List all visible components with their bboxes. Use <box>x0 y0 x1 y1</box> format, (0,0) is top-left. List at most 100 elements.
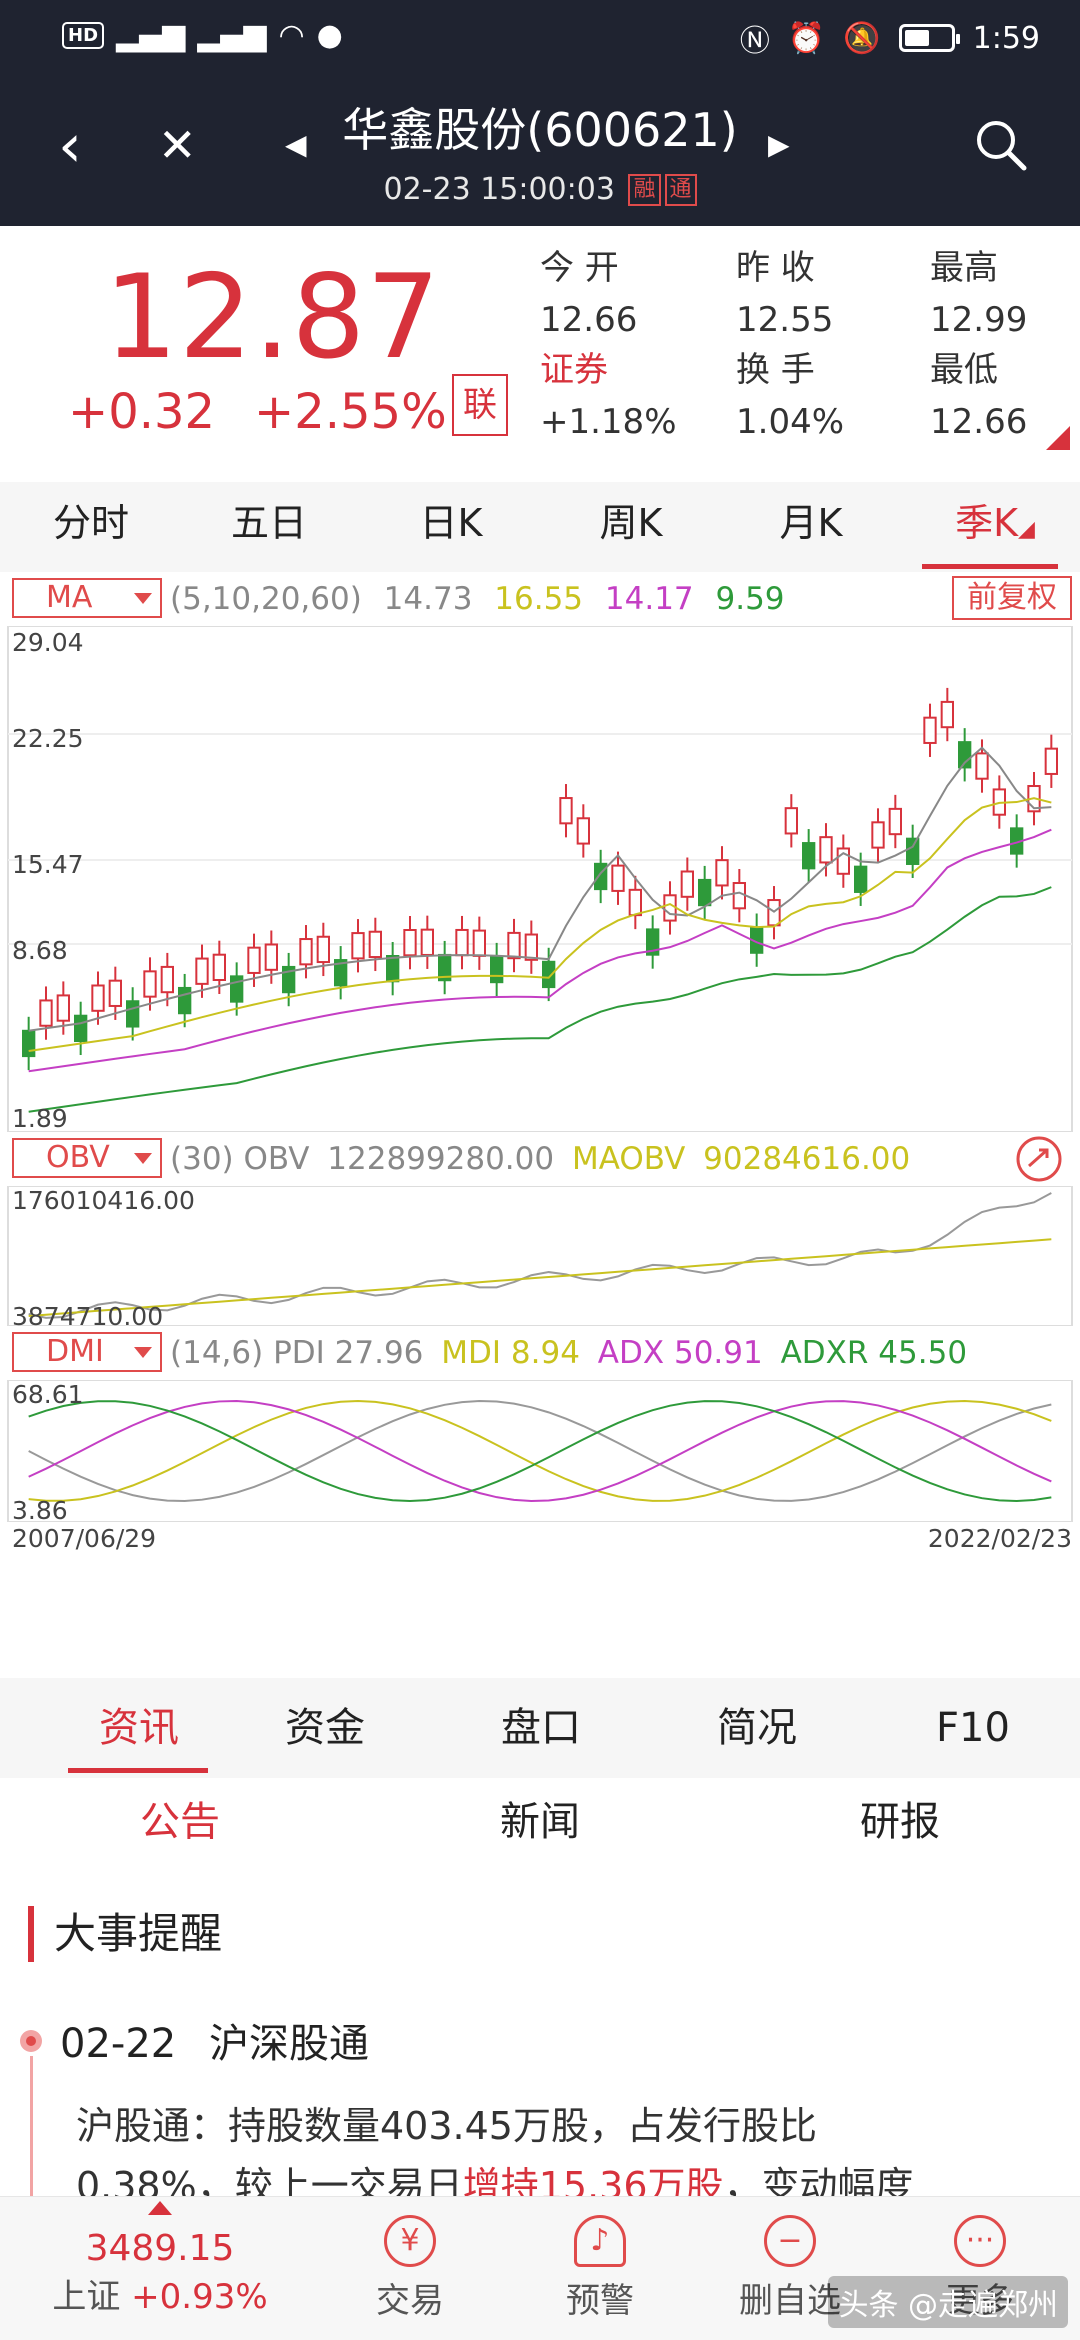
candle-body <box>836 847 851 875</box>
candle-body <box>126 1000 140 1028</box>
remove-watchlist-button[interactable]: − 删自选 <box>690 2215 890 2322</box>
candle-body <box>334 959 348 987</box>
connect-tag: 通 <box>664 174 697 206</box>
wifi-icon: ◠ <box>278 18 305 53</box>
sector-label[interactable]: 证券 <box>540 350 608 390</box>
candle-body <box>854 865 868 893</box>
event-title: 沪深股通 <box>208 2021 369 2067</box>
sector-value: +1.18% <box>540 402 677 442</box>
candle-body <box>784 807 799 835</box>
chart-frame <box>7 1380 1073 1522</box>
timeline-line <box>30 2056 33 2196</box>
tab-f10[interactable]: F10 <box>936 1705 1010 1751</box>
tab-news-info[interactable]: 资讯 <box>99 1705 179 1751</box>
ma10-value: 16.55 <box>494 581 584 617</box>
candle-body <box>22 1029 36 1058</box>
alarm-icon: ⏰ <box>787 20 826 56</box>
ma5-value: 14.73 <box>383 581 473 617</box>
dmi-selector[interactable]: DMI <box>12 1332 162 1372</box>
status-bar: HD ▂▄▆ ▂▄▆ ◠ ● Ⓝ ⏰ 🔕 1:59 <box>0 0 1080 76</box>
remove-watchlist-label: 删自选 <box>739 2281 841 2321</box>
ma-line-2 <box>28 828 1052 1073</box>
minus-icon: − <box>764 2215 816 2267</box>
candle-body <box>646 928 660 956</box>
candle-body <box>715 859 729 887</box>
tab-daily-k[interactable]: 日K <box>419 501 483 545</box>
maobv-value: 90284616.00 <box>703 1141 911 1177</box>
dmi-params: (14,6) <box>170 1335 264 1371</box>
close-icon[interactable]: ✕ <box>158 118 197 172</box>
period-tabs: 分时 五日 日K 周K 月K 季K◢ <box>0 482 1080 572</box>
stock-title: 华鑫股份(600621) <box>342 103 738 157</box>
index-quote[interactable]: 3489.15 上证 +0.93% <box>40 2217 280 2321</box>
obv-selector-label: OBV <box>46 1140 110 1175</box>
candle-body <box>74 1014 88 1043</box>
tab-quarterly-k[interactable]: 季K◢ <box>920 500 1070 553</box>
candle-body <box>264 943 278 971</box>
kline-axis-2: 15.47 <box>12 850 84 879</box>
status-time: 1:59 <box>972 20 1040 56</box>
event-header[interactable]: 02-22 沪深股通 <box>60 2018 369 2070</box>
candle-body <box>351 932 365 960</box>
info-sub-tabs: 公告 新闻 研报 <box>0 1778 1080 1878</box>
candle-body <box>282 965 296 994</box>
prev-stock-icon[interactable]: ◀ <box>285 128 307 161</box>
ma-selector[interactable]: MA <box>12 578 162 618</box>
last-price: 12.87 <box>104 250 442 385</box>
tab-news[interactable]: 新闻 <box>500 1799 580 1845</box>
candle-body <box>732 882 747 910</box>
tab-profile[interactable]: 简况 <box>717 1705 797 1751</box>
dmi-values: (14,6) PDI 27.96 MDI 8.94 ADX 50.91 ADXR… <box>170 1330 967 1376</box>
tab-research[interactable]: 研报 <box>860 1799 940 1845</box>
dmi-line-1 <box>28 1400 1052 1502</box>
candle-body <box>178 986 192 1015</box>
tab-announcements[interactable]: 公告 <box>140 1799 220 1845</box>
next-stock-icon[interactable]: ▶ <box>768 128 790 161</box>
app-notification-icon: ● <box>316 18 343 53</box>
obv-row: OBV (30) OBV 122899280.00 MAOBV 90284616… <box>0 1136 1080 1182</box>
prev-close-value: 12.55 <box>736 300 834 340</box>
expand-corner-icon[interactable] <box>1046 426 1070 450</box>
obv-chart[interactable] <box>0 1186 1080 1326</box>
candle-body <box>524 933 539 961</box>
candle-body <box>403 929 417 957</box>
status-icons-right: Ⓝ ⏰ 🔕 1:59 <box>740 16 1040 60</box>
bell-icon: ♪ <box>574 2215 626 2267</box>
dropdown-caret-icon <box>134 1347 152 1358</box>
caret-icon: ◢ <box>1018 517 1035 542</box>
obv-value: 122899280.00 <box>327 1141 555 1177</box>
obv-selector[interactable]: OBV <box>12 1138 162 1178</box>
tab-capital[interactable]: 资金 <box>285 1705 365 1751</box>
candle-body <box>212 953 227 981</box>
quote-panel: 12.87 +0.32 +2.55% 联 今 开 12.66 证券 +1.18%… <box>0 226 1080 472</box>
dmi-line-0 <box>28 1400 1052 1502</box>
dmi-line-3 <box>28 1400 1052 1503</box>
tab-intraday[interactable]: 分时 <box>52 501 129 545</box>
rotate-screen-icon[interactable] <box>1014 1134 1064 1184</box>
more-button[interactable]: ··· 更多 <box>880 2215 1080 2322</box>
dmi-chart[interactable] <box>0 1380 1080 1522</box>
candle-body <box>195 957 209 985</box>
signal-icon: ▂▄▆ <box>116 18 186 53</box>
high-value: 12.99 <box>930 300 1028 340</box>
kline-chart[interactable] <box>0 626 1080 1132</box>
candle-body <box>663 894 677 922</box>
alert-button[interactable]: ♪ 预警 <box>500 2215 700 2322</box>
tab-five-day[interactable]: 五日 <box>230 501 307 545</box>
mdi-name: MDI <box>441 1335 502 1371</box>
tab-order-book[interactable]: 盘口 <box>501 1705 581 1751</box>
back-icon[interactable]: ‹ <box>58 111 82 181</box>
quote-time: 02-23 15:00:03 融通 <box>0 172 1080 208</box>
adjust-button[interactable]: 前复权 <box>952 576 1072 620</box>
linked-button[interactable]: 联 <box>452 374 508 436</box>
turnover-value: 1.04% <box>736 402 845 442</box>
trade-button[interactable]: ¥ 交易 <box>310 2215 510 2322</box>
adxr-name: ADXR <box>780 1335 869 1371</box>
search-icon[interactable] <box>974 118 1028 172</box>
tab-monthly-k[interactable]: 月K <box>779 501 843 545</box>
more-label: 更多 <box>946 2281 1014 2321</box>
candle-body <box>542 960 556 989</box>
prev-close-label: 昨 收 <box>736 248 815 288</box>
tab-weekly-k[interactable]: 周K <box>599 501 663 545</box>
dmi-selector-label: DMI <box>46 1334 104 1369</box>
